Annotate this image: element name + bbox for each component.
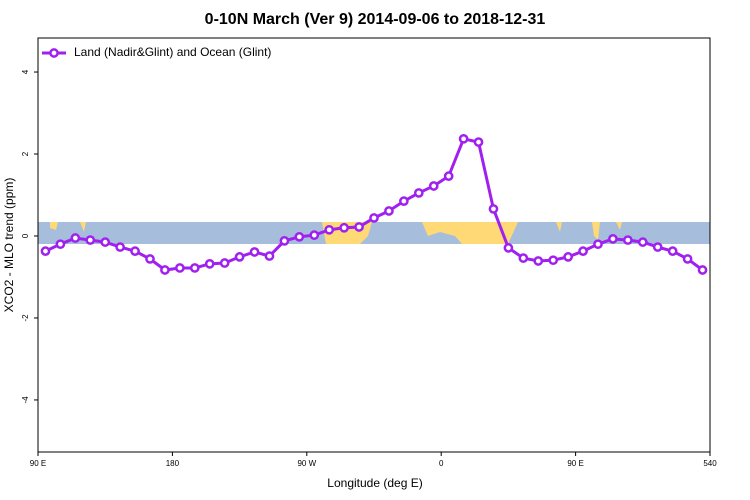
x-tick-label: 180 (166, 459, 180, 468)
data-point (623, 235, 633, 245)
data-point (428, 181, 439, 191)
legend-label: Land (Nadir&Glint) and Ocean (Glint) (74, 45, 271, 59)
data-point (40, 246, 51, 256)
y-tick-label: -2 (21, 314, 30, 322)
y-tick-label: -4 (21, 396, 30, 404)
data-point (637, 237, 648, 247)
data-point (294, 231, 305, 242)
data-point (608, 234, 618, 244)
data-point (682, 254, 693, 264)
x-tick-label: 540 (703, 459, 717, 468)
data-point (234, 252, 245, 262)
data-point (204, 259, 215, 269)
data-point (548, 255, 559, 266)
data-point (85, 235, 96, 245)
data-point (503, 243, 514, 253)
data-point (175, 263, 185, 273)
x-tick-label: 90 E (567, 459, 583, 468)
data-point (369, 213, 379, 223)
y-tick-label: 0 (21, 233, 30, 238)
map-band (38, 222, 710, 244)
data-point (593, 239, 603, 250)
data-point (339, 222, 349, 233)
y-tick-label: 4 (21, 69, 30, 74)
chart-title: 0-10N March (Ver 9) 2014-09-06 to 2018-1… (205, 11, 546, 28)
data-point (518, 253, 529, 263)
x-tick-label: 90 W (297, 459, 316, 468)
data-point (115, 242, 125, 252)
data-point (264, 251, 275, 261)
x-axis-label: Longitude (deg E) (327, 476, 422, 490)
data-point (100, 237, 111, 247)
data-point (219, 258, 230, 268)
data-point (249, 247, 260, 257)
data-point (473, 137, 484, 147)
x-tick-label: 0 (439, 459, 444, 468)
data-point (130, 246, 140, 256)
data-point (354, 222, 364, 232)
data-point (697, 265, 708, 275)
data-point (652, 242, 663, 252)
data-point (488, 204, 499, 214)
data-point (70, 233, 81, 243)
data-point (443, 171, 454, 181)
plot-frame (37, 37, 711, 453)
data-point (533, 256, 544, 266)
data-point (279, 236, 290, 246)
data-point (145, 254, 155, 264)
data-point (55, 239, 66, 250)
y-tick-label: 2 (21, 151, 30, 156)
data-point (160, 265, 170, 275)
y-axis-label: XCO2 - MLO trend (ppm) (2, 178, 16, 313)
x-tick-label: 90 E (30, 459, 46, 468)
data-point (563, 252, 573, 262)
data-point (413, 188, 424, 198)
data-point (458, 133, 469, 144)
data-point (384, 206, 394, 216)
series-line (44, 137, 704, 272)
data-point (399, 196, 409, 206)
legend-marker (49, 48, 59, 58)
data-point (324, 224, 335, 235)
data-point (578, 246, 588, 256)
data-point (189, 263, 200, 273)
data-point (309, 230, 320, 241)
data-point (667, 246, 678, 256)
